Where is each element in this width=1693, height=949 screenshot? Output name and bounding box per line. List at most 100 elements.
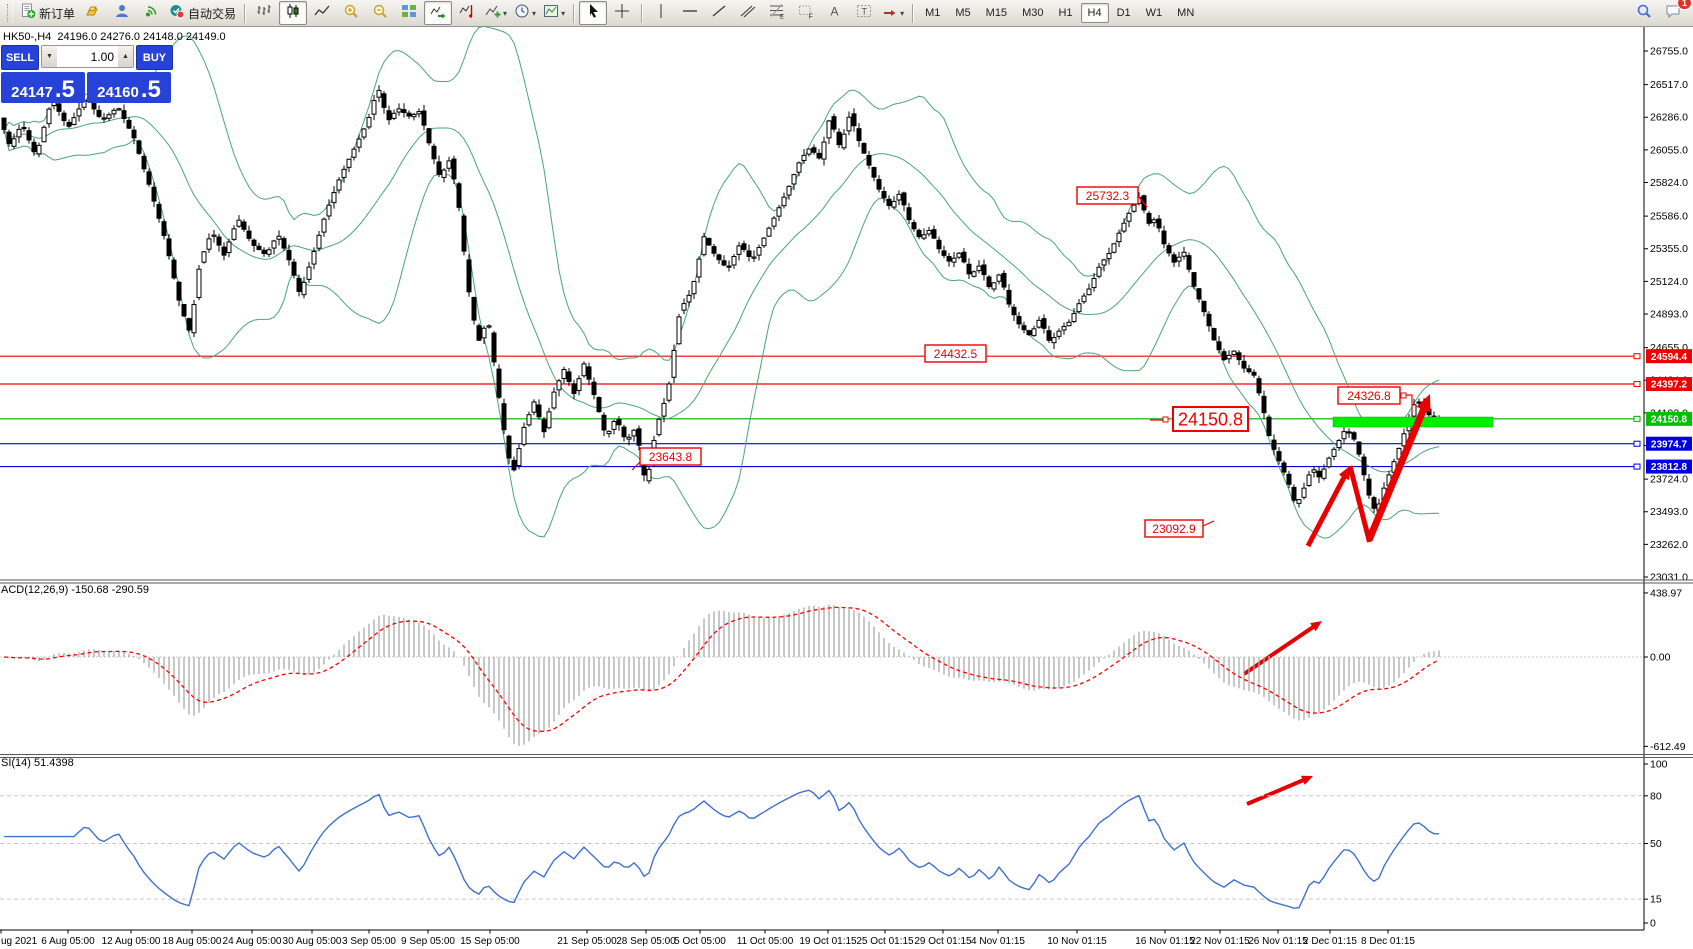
- auto-trading-icon: [169, 3, 185, 24]
- rsi-line: [4, 789, 1440, 909]
- tab-timeframe-m1[interactable]: M1: [925, 7, 941, 19]
- chart-shift-icon: [459, 3, 475, 24]
- trendline-button[interactable]: [705, 1, 733, 25]
- annotation-callout: [631, 461, 641, 471]
- annotation-box[interactable]: [1076, 186, 1139, 205]
- level-line-anchor[interactable]: [1633, 381, 1641, 388]
- new-order-button[interactable]: 新订单: [17, 1, 78, 25]
- text-a-icon: A: [827, 3, 843, 24]
- zoom-out-button[interactable]: [366, 1, 394, 25]
- volume-increase-button[interactable]: ▲: [118, 46, 133, 67]
- crosshair-icon: [614, 3, 630, 24]
- tab-timeframe-h1[interactable]: H1: [1058, 7, 1073, 19]
- chart-ohlc-title: HK50-,H4 24196.0 24276.0 24148.0 24149.0: [3, 31, 226, 43]
- toolbar-grip[interactable]: [7, 4, 13, 22]
- annotation-box[interactable]: [1172, 406, 1249, 432]
- templates-button[interactable]: ▾: [540, 1, 568, 25]
- bollinger-up-band: [3, 25, 1440, 425]
- text-label-button[interactable]: T: [850, 1, 878, 25]
- svg-text:0: 0: [1650, 918, 1656, 930]
- tab-timeframe-m5[interactable]: M5: [955, 7, 971, 19]
- tile-windows-button[interactable]: [395, 1, 423, 25]
- annotation-box[interactable]: [639, 447, 702, 466]
- annotation-price-text: 23643.8: [649, 450, 693, 464]
- search-button[interactable]: [1630, 1, 1658, 25]
- bar-chart-button[interactable]: [250, 1, 278, 25]
- horizontal-line-button[interactable]: [676, 1, 704, 25]
- price-badge: [1646, 436, 1692, 451]
- annotation-box[interactable]: [1337, 386, 1401, 405]
- line-chart-button[interactable]: [308, 1, 336, 25]
- volume-input[interactable]: [57, 46, 118, 67]
- tab-timeframe-mn[interactable]: MN: [1177, 7, 1195, 19]
- price-annotations[interactable]: 25732.3 24432.5 24326.8 24150.8 23643.8 23092…: [631, 186, 1413, 538]
- signals-button[interactable]: [137, 1, 165, 25]
- price-badge-text: 24150.8: [1651, 414, 1688, 425]
- tab-timeframe-d1[interactable]: D1: [1116, 7, 1131, 19]
- tab-timeframe-h4[interactable]: H4: [1080, 3, 1109, 23]
- level-line-anchor[interactable]: [1633, 415, 1641, 422]
- notifications-button[interactable]: 1: [1659, 0, 1692, 25]
- support-zone-highlight[interactable]: [1332, 416, 1494, 428]
- panel-splitter[interactable]: [0, 754, 1693, 758]
- indicators-button[interactable]: ▾: [482, 1, 510, 25]
- level-line-anchor[interactable]: [1633, 463, 1641, 470]
- fibonacci-button[interactable]: E: [763, 1, 791, 25]
- panel-splitter[interactable]: [0, 579, 1693, 584]
- auto-trading-button[interactable]: 自动交易: [166, 1, 239, 25]
- svg-text:15 Sep 05:00: 15 Sep 05:00: [460, 936, 520, 947]
- tab-timeframe-m15[interactable]: M15: [985, 7, 1008, 19]
- svg-text:6 Aug 05:00: 6 Aug 05:00: [41, 936, 95, 947]
- annotation-box[interactable]: [924, 344, 987, 363]
- text-button[interactable]: A: [821, 1, 849, 25]
- annotation-callout: [1406, 394, 1413, 412]
- indicators-icon: [485, 3, 501, 24]
- auto-scroll-button[interactable]: [424, 1, 453, 25]
- svg-text:19 Oct 01:15: 19 Oct 01:15: [799, 936, 857, 947]
- svg-text:8 Dec 01:15: 8 Dec 01:15: [1361, 936, 1415, 947]
- tab-timeframe-w1[interactable]: W1: [1145, 7, 1163, 19]
- level-line-anchor[interactable]: [1633, 440, 1641, 447]
- templates-dropdown-caret: ▾: [561, 8, 566, 18]
- sell-button[interactable]: SELL: [1, 45, 39, 70]
- macd-histogram: [8, 604, 1440, 746]
- shapes-arrow-icon: [882, 3, 898, 24]
- trend-arrows[interactable]: [1242, 394, 1431, 806]
- toolbar-separator: [573, 3, 575, 23]
- tab-timeframe-m30[interactable]: M30: [1022, 7, 1044, 19]
- channel-button[interactable]: [734, 1, 762, 25]
- svg-text:80: 80: [1650, 790, 1662, 802]
- vertical-line-button[interactable]: [647, 1, 675, 25]
- buy-price-panel[interactable]: 24160 .5: [87, 72, 171, 103]
- sell-price-panel[interactable]: 24147 .5: [1, 72, 85, 103]
- terminal-user-button[interactable]: [108, 1, 136, 25]
- buy-button[interactable]: BUY: [136, 45, 173, 70]
- periods-button[interactable]: ▾: [511, 1, 539, 25]
- volume-decrease-button[interactable]: ▼: [42, 46, 57, 67]
- price-badge-text: 23974.7: [1651, 439, 1688, 450]
- candlestick-chart-button[interactable]: [279, 1, 308, 25]
- price-badge: [1646, 411, 1692, 426]
- chart-shift-button[interactable]: [453, 1, 481, 25]
- fibonacci-grid-button[interactable]: F: [792, 1, 820, 25]
- volume-stepper: ▼ ▲: [41, 45, 134, 68]
- horizontal-level-lines[interactable]: [0, 355, 1640, 468]
- svg-text:22 Nov 01:15: 22 Nov 01:15: [1190, 936, 1250, 947]
- svg-text:24893.0: 24893.0: [1650, 309, 1688, 321]
- cursor-button[interactable]: [579, 1, 608, 25]
- svg-text:23493.0: 23493.0: [1650, 506, 1688, 518]
- svg-text:50: 50: [1650, 838, 1662, 850]
- market-depth-button[interactable]: [79, 1, 107, 25]
- level-line-anchor[interactable]: [1633, 353, 1641, 360]
- zoom-in-button[interactable]: [337, 1, 365, 25]
- svg-text:26755.0: 26755.0: [1650, 46, 1688, 58]
- crosshair-button[interactable]: [608, 1, 636, 25]
- arrows-shapes-button[interactable]: ▾: [879, 1, 907, 25]
- svg-text:438.97: 438.97: [1650, 587, 1682, 599]
- label-t-icon: T: [856, 3, 872, 24]
- sell-price-pips: .5: [54, 76, 75, 103]
- bar-chart-icon: [256, 3, 272, 24]
- annotation-box[interactable]: [1144, 519, 1204, 538]
